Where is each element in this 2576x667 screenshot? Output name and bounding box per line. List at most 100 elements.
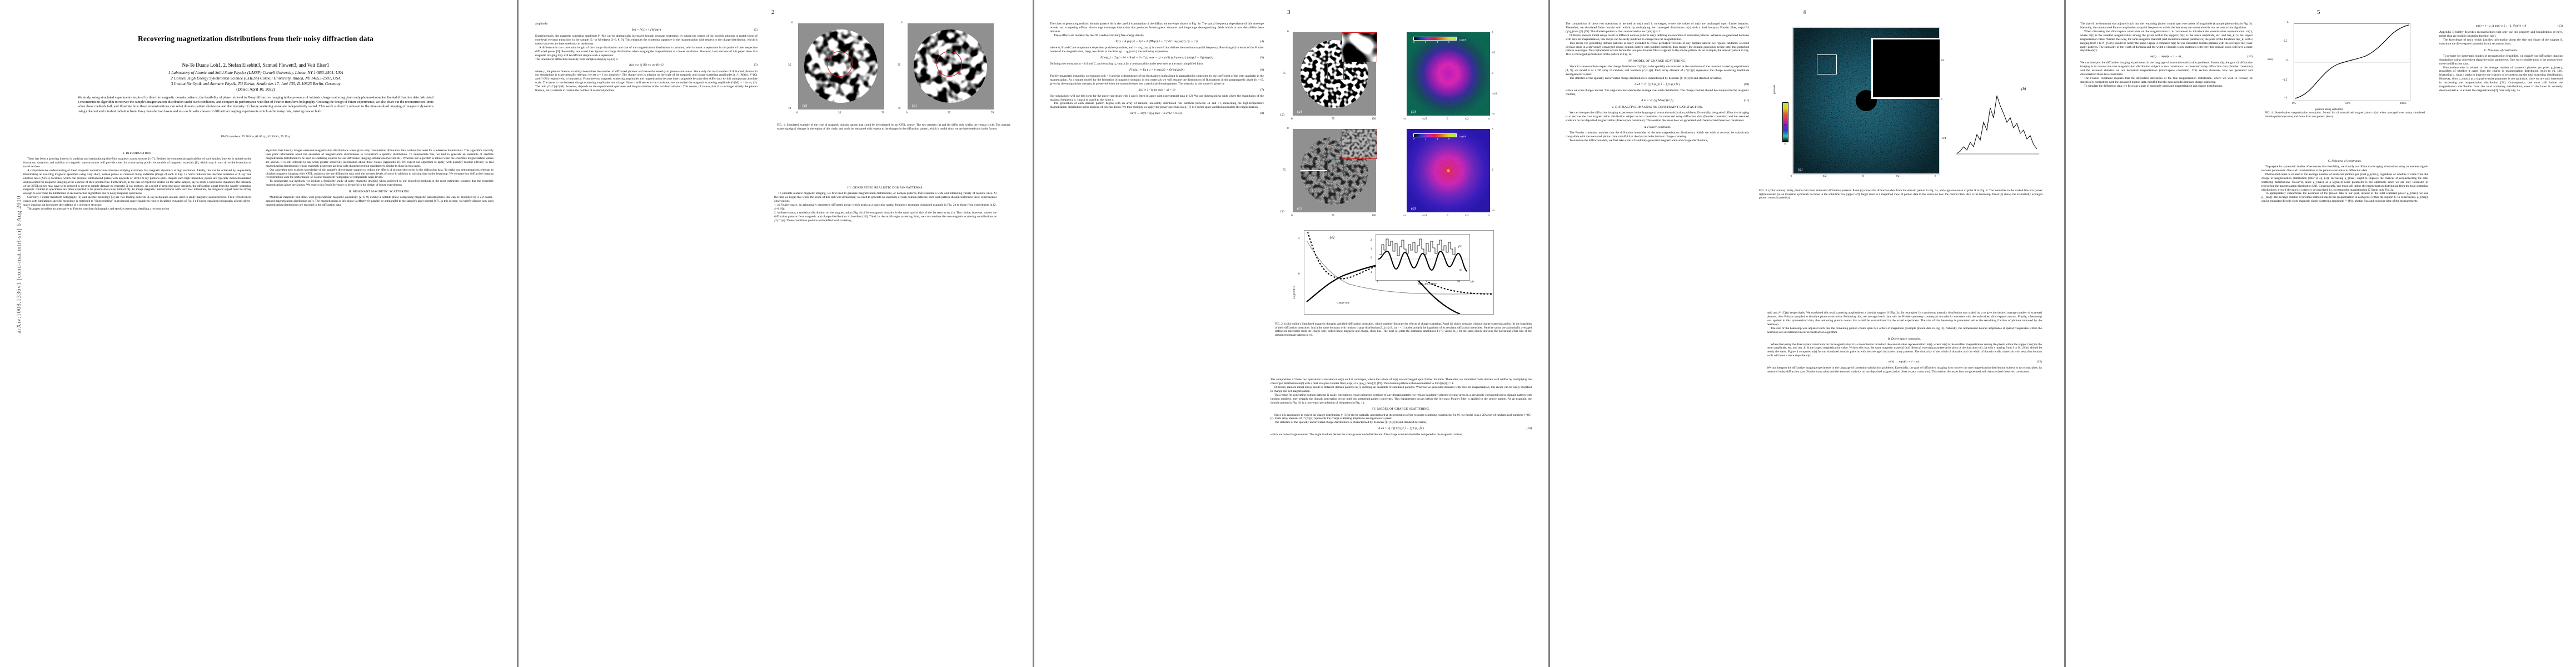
paragraph: We can interpret the diffractive imaging… bbox=[1767, 366, 2042, 374]
fig2e-inset-xunit: pix bbox=[1471, 281, 1474, 283]
equation-3: I(q) ∝ ρ | ∫ d2r e i q·r f(r) |2 (3) bbox=[629, 63, 758, 67]
figure2e-inset: 2 1 0 −1 1 25 50 pix fiC mi bbox=[1369, 234, 1474, 283]
fig2d-ytick-0: 0 bbox=[1492, 168, 1493, 172]
fig2b-ytick-0: 0 bbox=[1492, 72, 1493, 75]
fig1b-xtick-0: 0 bbox=[906, 111, 908, 115]
paragraph: algorithm that directly images extended … bbox=[266, 149, 494, 168]
fig2d-xtick-hpi: π/2 bbox=[1465, 214, 1469, 217]
page-1: arXiv:1008.1336v1 [cond-mat.mtrl-sci] 6 … bbox=[0, 0, 517, 667]
paragraph: The size of the beamstop was adjusted su… bbox=[1767, 326, 2042, 334]
paragraph: We can interpret the diffractive imaging… bbox=[1566, 111, 1749, 123]
page2-column-2: III. GENERATING REALISTIC DOMAIN PATTERN… bbox=[774, 183, 996, 645]
page-3: 3 The clues to generating realistic doma… bbox=[1034, 0, 1548, 667]
section-heading-model-charge-scattering: IV. MODEL OF CHARGE SCATTERING. bbox=[1628, 59, 1686, 63]
fig2d-cbar-tick-2: 2 bbox=[1425, 137, 1427, 140]
subsection-direct-space-constraint: B. Direct-space constraint. bbox=[1887, 337, 1921, 341]
paragraph: To prepare for systematic studies of rec… bbox=[2439, 54, 2563, 66]
fig4-ytick-n1: −1. bbox=[2284, 97, 2288, 99]
fig2a-xtick-150: 150 bbox=[1372, 117, 1376, 121]
affiliation-2: 2 Cornell High Energy Synchrotron Scienc… bbox=[171, 76, 341, 81]
section-heading-generating-domains: III. GENERATING REALISTIC DOMAIN PATTERN… bbox=[847, 186, 924, 190]
figure2-panel-d: 0 2 4 6 Log10I (d) bbox=[1407, 129, 1490, 212]
fig2b-xtick-0: 0 bbox=[1447, 117, 1448, 121]
figure2-panel-b: 0 2 4 6 Log10I (b) bbox=[1407, 32, 1490, 116]
fig2d-cbar-tick-0: 0 bbox=[1413, 137, 1415, 140]
paragraph: Currently, Fourier transform holography … bbox=[23, 196, 251, 207]
fig2d-xtick-0: 0 bbox=[1447, 214, 1448, 217]
paragraph: m(r) and ƒ^{C}(r) respectively. We combi… bbox=[1767, 311, 2042, 326]
fig4-ytick-n05: −0.5 bbox=[2282, 79, 2288, 82]
paragraph: where ρ, the photon fluence, crucially d… bbox=[535, 69, 758, 93]
paragraph: A difference in the correlation length o… bbox=[535, 46, 758, 57]
page-title: Recovering magnetization distributions f… bbox=[137, 34, 374, 43]
equation-1: f(r) = f C(r) + f M m(r) (2) bbox=[631, 28, 758, 32]
fig3a-xtick-npi: −π bbox=[1789, 175, 1792, 178]
equation-4: F(r) = A (m(r)2 − 1)2 + B |∇m(r)|2 + C ∫… bbox=[1115, 39, 1264, 43]
fig1b-ytick-70: 70 bbox=[898, 107, 901, 110]
panel-label-b: (b) bbox=[2021, 87, 2026, 91]
affiliation-1: 1 Laboratory of Atomic and Solid State P… bbox=[168, 70, 343, 75]
figure1-panel-b: (b) bbox=[908, 23, 994, 109]
figure-3: photons 0 5 bbox=[1756, 8, 2050, 297]
paragraph: Since it is reasonable to expect the cha… bbox=[1566, 65, 1749, 77]
fig1a-ytick-35: 35 bbox=[788, 63, 791, 67]
fig2e-inset-ytick-2: 2 bbox=[1371, 239, 1372, 242]
fig1a-ytick-0: 0 bbox=[791, 21, 793, 24]
fig3a-ytick-qpi: π/4 bbox=[1941, 59, 1945, 62]
fig2d-ytick-npi: −π bbox=[1492, 209, 1495, 212]
figure3-colorbar-label: photons bbox=[1773, 84, 1776, 94]
paragraph: This recipe for generating domain patter… bbox=[1270, 393, 1532, 405]
fig2b-cbar-tick-2: 2 bbox=[1425, 41, 1427, 43]
equation-13: m(r) = { +1, if m(r) ≥ 0 ; −1, if m(r) <… bbox=[2475, 24, 2563, 28]
affiliation-3: 3 Institut für Optik und Atomare Physik,… bbox=[171, 81, 341, 86]
fig2b-cbar-tick-0: 0 bbox=[1413, 41, 1415, 43]
fig2a-xtick-0: 0 bbox=[1291, 117, 1293, 121]
page5-column-2: C. Noisiness of constraints. To prepare … bbox=[2261, 157, 2428, 651]
fig2a-ytick-75: 75 bbox=[1283, 72, 1286, 75]
fig2b-cbar-label: Log10I bbox=[1459, 38, 1467, 41]
page5-column-3: m(r) = { +1, if m(r) ≥ 0 ; −1, if m(r) <… bbox=[2439, 22, 2563, 650]
roi-circle bbox=[936, 51, 962, 77]
fig2b-ytick-pi: π bbox=[1492, 31, 1493, 34]
fig2e-ytick-2: 2 bbox=[1298, 237, 1300, 240]
figure-4-caption: FIG. 4: Sorted-value magnetization const… bbox=[2265, 111, 2425, 118]
fig3a-ytick-nqpi: −π/4 bbox=[1941, 137, 1946, 140]
fig1b-ytick-0: 0 bbox=[901, 21, 903, 24]
arxiv-stamp: arXiv:1008.1336v1 [cond-mat.mtrl-sci] 6 … bbox=[16, 196, 22, 334]
fig2e-inset-xtick-1: 1 bbox=[1377, 281, 1378, 283]
paragraph: The statistics of the spatially uncorrel… bbox=[1569, 77, 1722, 81]
figure3-panel-b: (b) bbox=[1956, 87, 2039, 155]
fig1b-xtick-35: 35 bbox=[948, 111, 951, 115]
paragraph: The composition of these two operations … bbox=[1566, 22, 1749, 33]
equation-6: F[m(q)] ≈ Σq ( a + b |m(q)|2 + O(|m(q)|4… bbox=[1129, 68, 1264, 72]
fig2e-curve-label-charge: charge only bbox=[1337, 302, 1350, 305]
paragraph: To substantiate our methods, we include … bbox=[266, 180, 494, 187]
fig2e-inset-xtick-25: 25 bbox=[1417, 281, 1420, 283]
paragraph: The size of the beamstop was adjusted su… bbox=[2080, 22, 2253, 29]
paragraph: The knowledge of m(r), which justifies i… bbox=[2439, 38, 2563, 46]
section-heading-resonant-magnetic-scattering: II. RESONANT MAGNETIC SCATTERING. bbox=[348, 190, 411, 194]
figure2-panel-e: 2 0 Log10<I>q (e) charge only mag. and c… bbox=[1293, 230, 1494, 315]
figure3-roi-box bbox=[1817, 54, 1837, 74]
equation-8: m(r) → m(r) / √((q max − 0.27)2 + 0.03) … bbox=[1130, 112, 1264, 116]
paragraph: There has been a growing interest in stu… bbox=[23, 157, 251, 168]
page3-column-2: The composition of these two operations … bbox=[1270, 378, 1532, 650]
fig2e-inset-series-fc: fiC bbox=[1458, 246, 1462, 248]
figure2-panel-a-inset bbox=[1342, 32, 1377, 62]
fig2e-inset-ytick-0: 0 bbox=[1371, 257, 1372, 260]
fig2a-ytick-0: 0 bbox=[1287, 30, 1289, 33]
fig1b-xtick-70: 70 bbox=[991, 111, 994, 115]
section-heading-charge-scattering: IV. MODEL OF CHARGE SCATTERING. bbox=[1372, 407, 1430, 411]
figure3-colorbar bbox=[1782, 102, 1788, 142]
paragraph: To simulate realistic magnetic imaging, … bbox=[774, 192, 996, 203]
abstract: We study, using simulated experiments in… bbox=[78, 96, 434, 113]
fig2c-xtick-0: 0 bbox=[1291, 214, 1293, 217]
paragraph: Experimentally, the magnetic scattering … bbox=[535, 34, 758, 46]
paragraph: Appendix B briefly describes reconstruct… bbox=[2439, 31, 2563, 38]
author-list: Ne-Te Duane Loh1, 2, Stefan Eisebitt3, S… bbox=[182, 62, 330, 68]
page2-column-1: amplitude: f(r) = f C(r) + f M m(r) (2) E… bbox=[535, 22, 758, 645]
zoom-roi-box bbox=[1327, 63, 1344, 79]
page3-column-1: The clues to generating realistic domain… bbox=[1050, 22, 1264, 650]
fig2d-xtick-npi: −π bbox=[1403, 214, 1406, 217]
figure3-panel-a: (a) bbox=[1792, 27, 1941, 175]
